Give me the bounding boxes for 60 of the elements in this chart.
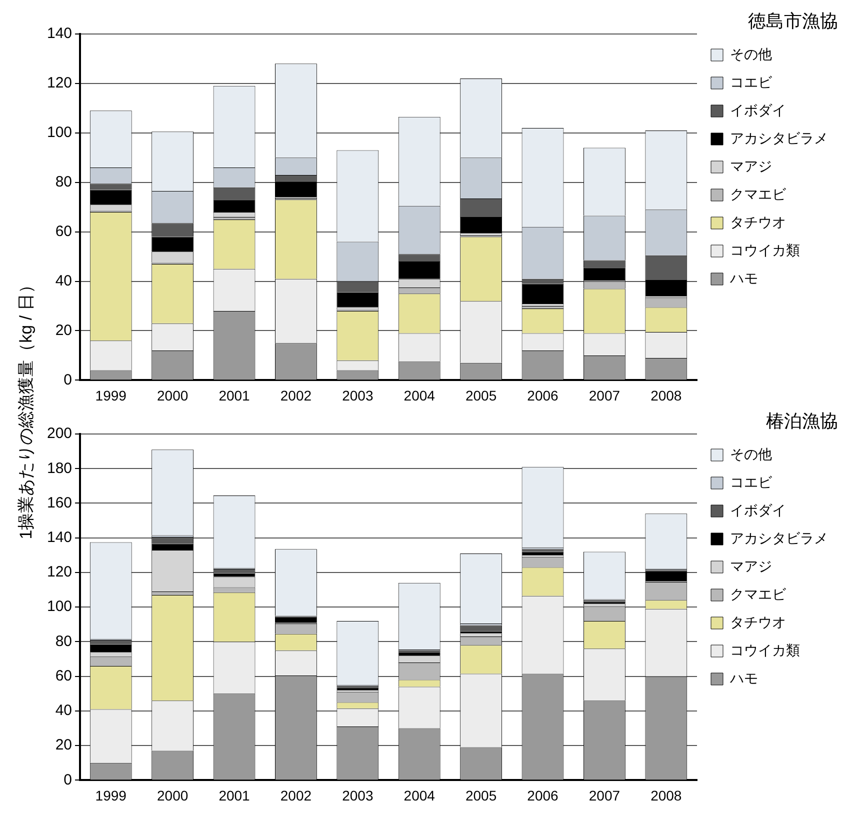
legend-label: アカシタビラメ [730,530,828,546]
x-tick-label: 2007 [588,387,620,404]
legend-title: 椿泊漁協 [766,410,838,432]
legend-label: コウイカ類 [730,642,800,658]
x-tick-label: 2004 [404,787,436,804]
legend-label: その他 [730,46,772,62]
y-tick-label: 80 [55,632,72,650]
x-tick-label: 2002 [280,387,312,404]
legend-label: ハモ [729,270,758,286]
legend-label: コエビ [730,74,773,90]
x-tick-label: 2008 [650,787,682,804]
legend-label: タチウオ [730,214,786,230]
x-tick-label: 2005 [465,787,497,804]
x-tick-label: 2005 [465,387,497,404]
x-tick-label: 2002 [280,787,312,804]
y-axis-title: 1操業あたりの総漁獲量（kg / 日） [16,276,36,540]
y-tick-label: 60 [55,667,72,684]
legend-label: マアジ [730,558,772,574]
x-tick-label: 2006 [527,387,559,404]
y-tick-label: 200 [46,425,72,442]
y-tick-label: 40 [55,702,72,720]
y-tick-label: 120 [46,564,72,581]
x-tick-label: 2003 [342,787,374,804]
legend-label: コエビ [730,474,773,490]
legend-label: アカシタビラメ [730,130,828,146]
legend-label: ハモ [729,670,758,686]
y-tick-label: 20 [55,736,72,754]
legend-label: クマエビ [730,586,787,602]
y-tick-label: 80 [55,174,72,191]
x-tick-label: 2000 [156,787,188,804]
y-tick-label: 20 [55,322,72,339]
x-tick-label: 1999 [95,387,127,404]
y-tick-label: 140 [46,25,72,42]
y-tick-label: 60 [55,222,72,240]
y-tick-label: 100 [46,598,72,616]
y-tick-label: 140 [46,529,72,546]
legend-label: クマエビ [730,186,787,202]
legend-label: コウイカ類 [730,242,800,258]
x-tick-label: 2000 [156,387,188,404]
legend-label: イボダイ [730,502,786,518]
legend-label: その他 [730,446,772,462]
y-tick-label: 100 [46,124,72,142]
y-tick-label: 120 [46,74,72,92]
x-tick-label: 2007 [588,787,620,804]
legend-label: マアジ [730,158,772,174]
x-tick-label: 2001 [218,387,250,404]
y-tick-label: 160 [46,494,72,512]
legend-label: イボダイ [730,102,786,118]
y-tick-label: 40 [55,272,72,290]
x-tick-label: 2001 [218,787,250,804]
x-tick-label: 1999 [95,787,127,804]
legend-label: タチウオ [730,614,786,630]
legend-title: 徳島市漁協 [748,10,838,32]
x-tick-label: 2008 [650,387,682,404]
x-tick-label: 2003 [342,387,374,404]
x-tick-label: 2006 [527,787,559,804]
x-tick-label: 2004 [404,387,436,404]
y-tick-label: 0 [64,771,72,788]
y-tick-label: 180 [46,460,72,477]
y-tick-label: 0 [64,371,72,388]
